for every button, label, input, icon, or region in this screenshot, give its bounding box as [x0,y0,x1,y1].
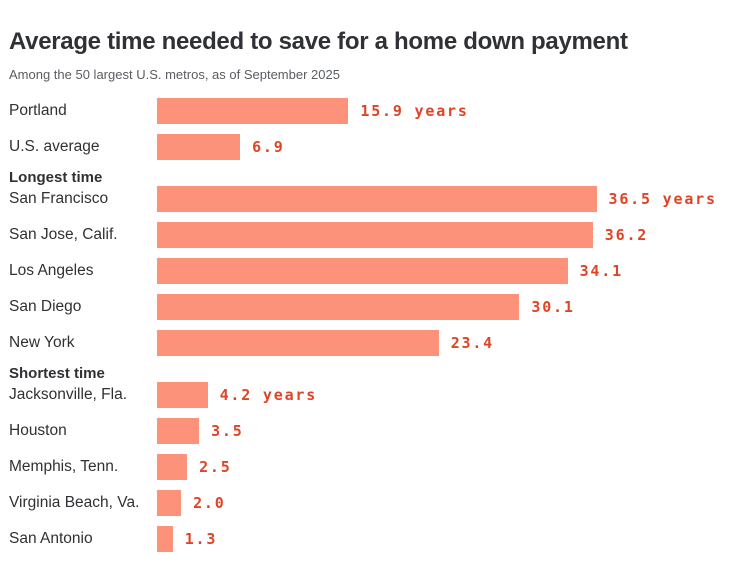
value-label: 23.4 [450,333,495,352]
bar [157,525,173,552]
bar [157,133,241,160]
bar [157,417,200,444]
bar [157,257,568,284]
bar [157,381,208,408]
bar [157,489,182,516]
category-label: U.S. average [9,137,100,155]
chart-row: San Jose, Calif. 36.2 [9,221,747,248]
chart-container: Average time needed to save for a home d… [9,28,747,552]
value-label: 4.2 years [219,385,318,404]
bar-area: 34.1 [157,257,747,284]
value-label: 3.5 [211,421,244,440]
bar-area: 23.4 [157,329,747,356]
section-header: Longest time [9,168,103,186]
category-label: Portland [9,101,67,119]
bar-area: 30.1 [157,293,747,320]
bar [157,97,349,124]
category-label: Virginia Beach, Va. [9,493,140,511]
value-label: 6.9 [252,137,285,156]
value-label: 36.2 [604,225,649,244]
bar-area: 1.3 [157,525,747,552]
category-label: San Antonio [9,529,93,547]
chart-row: Los Angeles 34.1 [9,257,747,284]
bar-chart: Portland 15.9 years U.S. average 6.9 Longest… [9,97,747,552]
category-label: San Francisco [9,189,109,207]
bar-area: 4.2 years [157,381,747,408]
category-label: New York [9,333,75,351]
bar [157,329,439,356]
chart-row: San Antonio 1.3 [9,525,747,552]
chart-subtitle: Among the 50 largest U.S. metros, as of … [9,66,340,82]
chart-row: New York 23.4 [9,329,747,356]
chart-row: Jacksonville, Fla. 4.2 years [9,381,747,408]
chart-row: Houston 3.5 [9,417,747,444]
value-label: 36.5 years [608,189,717,208]
chart-row: Virginia Beach, Va. 2.0 [9,489,747,516]
chart-row: U.S. average 6.9 [9,133,747,160]
bar-area: 3.5 [157,417,747,444]
chart-row: Memphis, Tenn. 2.5 [9,453,747,480]
section-header: Shortest time [9,364,105,382]
category-label: Memphis, Tenn. [9,457,119,475]
bar-area: 15.9 years [157,97,747,124]
category-label: Houston [9,421,67,439]
category-label: Jacksonville, Fla. [9,385,128,403]
bar [157,453,188,480]
chart-row: Portland 15.9 years [9,97,747,124]
bar-area: 36.2 [157,221,747,248]
bar-area: 2.0 [157,489,747,516]
bar [157,221,593,248]
bar [157,293,520,320]
bar-area: 36.5 years [157,185,747,212]
value-label: 1.3 [184,529,218,548]
category-label: Los Angeles [9,261,94,279]
value-label: 15.9 years [360,101,469,120]
category-label: San Jose, Calif. [9,225,118,243]
value-label: 30.1 [531,297,575,316]
chart-title: Average time needed to save for a home d… [9,28,628,55]
bar-area: 2.5 [157,453,747,480]
value-label: 2.0 [193,493,226,512]
category-label: San Diego [9,297,82,315]
chart-row: San Diego 30.1 [9,293,747,320]
bar [157,185,597,212]
bar-area: 6.9 [157,133,747,160]
chart-row: San Francisco 36.5 years [9,185,747,212]
value-label: 2.5 [199,457,232,476]
value-label: 34.1 [579,261,623,280]
